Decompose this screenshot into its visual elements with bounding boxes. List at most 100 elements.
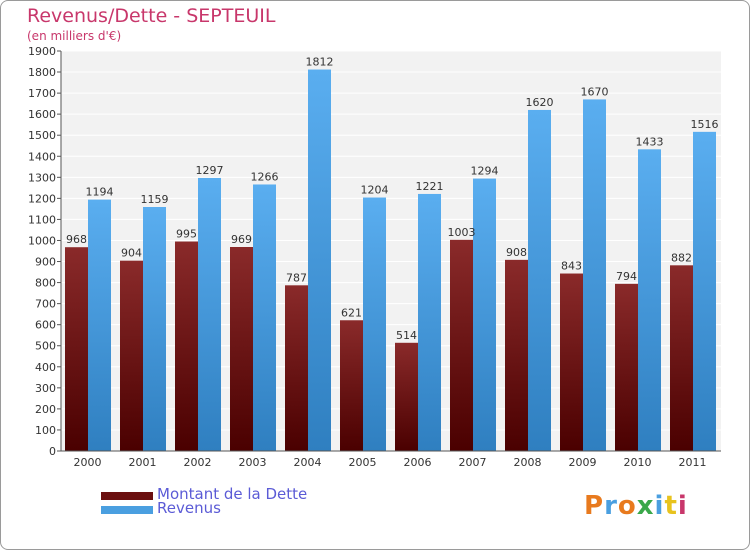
debt-bar: [285, 285, 308, 451]
debt-bar: [670, 265, 693, 451]
proxiti-logo: Proxiti: [584, 491, 688, 521]
y-tick-label: 1300: [28, 171, 56, 184]
y-tick-label: 200: [35, 403, 56, 416]
data-label: 882: [671, 251, 692, 264]
logo-letter: o: [617, 491, 637, 521]
y-tick-label: 1100: [28, 213, 56, 226]
y-tick-label: 500: [35, 340, 56, 353]
y-tick-label: 300: [35, 382, 56, 395]
logo-letter: x: [636, 491, 655, 521]
debt-bar: [615, 283, 638, 451]
y-tick-label: 700: [35, 298, 56, 311]
grid-lines: [61, 50, 721, 452]
y-tick-label: 900: [35, 256, 56, 269]
revenue-bar: [693, 131, 716, 451]
x-axis: 2000 2001 2002 2003 2004 2005 2006 2007 2008 2009…: [61, 450, 721, 469]
debt-bar: [505, 259, 528, 451]
debt-bar: [560, 273, 583, 451]
legend-swatch-revenue: [101, 506, 153, 514]
x-tick-label: 2003: [239, 456, 267, 469]
plot-area: [61, 51, 721, 451]
bars: [65, 69, 716, 452]
data-label: 1620: [526, 96, 554, 109]
y-tick-label: 1200: [28, 192, 56, 205]
data-label: 908: [506, 246, 527, 259]
debt-bar: [395, 342, 418, 451]
revenue-bar: [638, 149, 661, 451]
y-tick-label: 1400: [28, 150, 56, 163]
data-label: 1294: [471, 165, 499, 178]
data-label: 995: [176, 228, 197, 241]
data-label: 843: [561, 260, 582, 273]
data-label: 1003: [448, 226, 476, 239]
data-label: 1221: [416, 180, 444, 193]
x-tick-label: 2004: [294, 456, 322, 469]
legend-label-debt: Montant de la Dette: [157, 485, 308, 503]
x-tick-label: 2005: [349, 456, 377, 469]
x-tick-label: 2007: [459, 456, 487, 469]
debt-bar: [340, 320, 363, 451]
data-label: 1266: [251, 170, 279, 183]
logo-letter: r: [604, 491, 618, 521]
x-tick-label: 2011: [679, 456, 707, 469]
debt-bar: [120, 260, 143, 451]
y-tick-label: 1700: [28, 87, 56, 100]
x-tick-label: 2000: [74, 456, 102, 469]
data-label: 621: [341, 306, 362, 319]
data-label: 1159: [141, 193, 169, 206]
revenue-bar: [253, 184, 276, 451]
y-tick-label: 100: [35, 424, 56, 437]
y-tick-label: 1900: [28, 45, 56, 58]
y-tick-label: 600: [35, 319, 56, 332]
y-tick-label: 400: [35, 361, 56, 374]
x-tick-label: 2010: [624, 456, 652, 469]
data-label: 969: [231, 233, 252, 246]
y-tick-label: 800: [35, 277, 56, 290]
x-tick-label: 2002: [184, 456, 212, 469]
legend-swatch-debt: [101, 492, 153, 500]
legend-label-revenue: Revenus: [157, 499, 221, 517]
data-label: 904: [121, 247, 142, 260]
data-label: 1194: [86, 186, 114, 199]
debt-bar: [450, 239, 473, 451]
data-label: 1297: [196, 164, 224, 177]
revenue-bar: [583, 99, 606, 451]
logo-letter: t: [664, 491, 678, 521]
x-tick-label: 2001: [129, 456, 157, 469]
data-label: 1670: [581, 85, 609, 98]
data-label: 968: [66, 233, 87, 246]
data-label: 1204: [361, 184, 389, 197]
data-label: 794: [616, 270, 637, 283]
y-tick-label: 1600: [28, 108, 56, 121]
y-tick-label: 1000: [28, 234, 56, 247]
revenue-bar: [473, 178, 496, 451]
revenue-bar: [88, 199, 111, 451]
data-label: 1516: [691, 118, 719, 131]
revenue-bar: [198, 177, 221, 451]
plot-background: [61, 51, 721, 451]
logo-letter: P: [584, 491, 605, 521]
debt-bar: [65, 247, 88, 451]
y-tick-label: 1800: [28, 66, 56, 79]
revenue-bar: [528, 109, 551, 452]
data-label: 514: [396, 329, 417, 342]
debt-bar: [175, 241, 198, 451]
data-labels: 968 1194 904 1159 995 1297 969 1266 787 1812 621 12…: [66, 56, 719, 342]
x-tick-label: 2009: [569, 456, 597, 469]
data-label: 787: [286, 271, 307, 284]
y-tick-label: 0: [49, 445, 56, 458]
revenue-bar: [418, 193, 441, 451]
x-tick-label: 2006: [404, 456, 432, 469]
revenue-bar: [363, 197, 386, 451]
debt-bar: [230, 247, 253, 451]
data-label: 1433: [636, 135, 664, 148]
chart-unit-label: (en milliers d'€): [27, 29, 122, 43]
logo-letter: i: [677, 491, 688, 521]
chart-title: Revenus/Dette - SEPTEUIL: [27, 5, 276, 27]
logo-letter: i: [654, 491, 665, 521]
data-label: 1812: [306, 56, 334, 69]
y-axis: 0 100 200 300 400 500 600 700 800 900 1000 1100 1200…: [28, 45, 62, 458]
revenue-bar: [143, 207, 166, 451]
